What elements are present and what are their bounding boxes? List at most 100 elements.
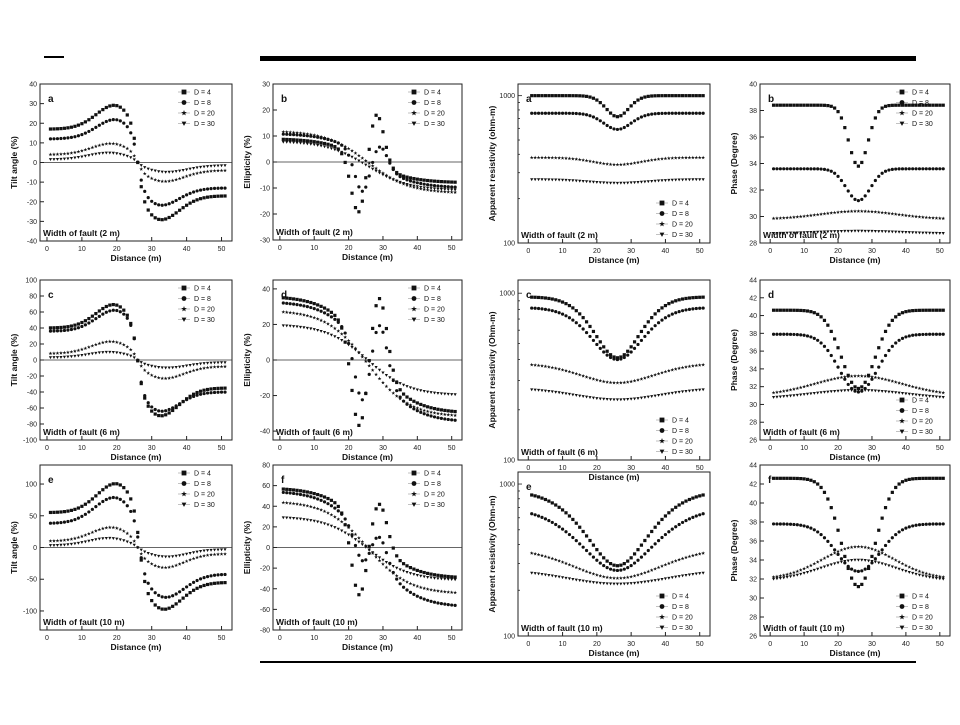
data-point <box>632 119 637 123</box>
data-point <box>185 203 189 207</box>
series-d=4 <box>771 103 945 168</box>
data-point <box>698 295 702 299</box>
data-point <box>595 335 599 339</box>
data-point <box>315 506 320 511</box>
legend: D = 4D = 8D = 20D = 30 <box>656 594 693 632</box>
data-point <box>846 389 850 393</box>
data-point <box>97 143 102 147</box>
legend-marker <box>411 502 417 507</box>
data-point <box>802 231 806 235</box>
data-point <box>646 548 650 553</box>
data-point <box>931 167 935 171</box>
data-point <box>560 94 565 98</box>
data-point <box>557 505 561 509</box>
data-point <box>153 169 157 173</box>
data-point <box>439 412 444 416</box>
data-point <box>680 574 685 578</box>
data-point <box>181 372 186 376</box>
data-point <box>900 392 905 395</box>
data-point <box>66 126 70 130</box>
data-point <box>422 390 426 393</box>
data-point <box>436 411 440 416</box>
data-point <box>170 564 175 569</box>
data-point <box>890 230 894 234</box>
data-point <box>907 334 911 338</box>
legend-label: D = 8 <box>194 296 211 303</box>
data-point <box>136 161 140 165</box>
data-point <box>897 167 901 171</box>
series-d=20 <box>48 141 227 184</box>
data-point <box>941 574 946 579</box>
data-point <box>850 567 854 571</box>
data-point <box>670 560 675 564</box>
data-point <box>374 150 378 154</box>
data-point <box>450 180 454 184</box>
data-point <box>907 383 912 388</box>
data-point <box>833 562 837 566</box>
data-point <box>192 190 196 194</box>
data-point <box>59 157 63 161</box>
data-point <box>615 398 620 402</box>
data-point <box>429 576 433 580</box>
data-point <box>825 211 830 215</box>
data-point <box>819 315 823 319</box>
data-point <box>104 536 108 540</box>
data-point <box>357 210 361 214</box>
series-d=30 <box>771 558 945 581</box>
legend-label: D = 30 <box>424 317 445 324</box>
data-point <box>819 380 823 384</box>
data-point <box>690 553 695 558</box>
data-point <box>887 539 891 543</box>
data-point <box>174 563 179 567</box>
data-point <box>785 572 790 577</box>
data-point <box>663 532 668 537</box>
data-point <box>677 310 681 314</box>
data-point <box>812 167 816 171</box>
data-point <box>880 516 884 520</box>
data-point <box>298 131 303 135</box>
fault-width-annotation: Width of fault (6 m) <box>521 447 598 457</box>
data-point <box>285 140 289 144</box>
data-point <box>550 155 555 160</box>
legend-marker <box>659 200 665 206</box>
data-point <box>181 587 185 591</box>
data-point <box>298 133 303 137</box>
data-point <box>55 329 60 333</box>
data-point <box>443 417 447 421</box>
data-point <box>422 597 426 601</box>
data-point <box>156 564 161 569</box>
data-point <box>924 308 928 312</box>
data-point <box>832 551 837 555</box>
data-point <box>108 118 112 122</box>
data-point <box>167 376 172 380</box>
data-point <box>639 115 644 119</box>
data-point <box>829 210 834 215</box>
data-point <box>292 302 296 306</box>
data-point <box>132 356 136 360</box>
y-tick-label: 28 <box>749 420 757 427</box>
data-point <box>178 599 182 603</box>
y-axis-label: Phase (Degree) <box>729 329 739 391</box>
y-tick-label: 42 <box>749 482 757 489</box>
data-point <box>343 147 347 151</box>
data-point <box>819 167 823 171</box>
legend-marker <box>181 317 187 322</box>
data-point <box>536 572 541 576</box>
data-point <box>374 536 378 540</box>
data-point <box>429 391 433 395</box>
data-point <box>312 496 316 500</box>
data-point <box>350 342 354 347</box>
data-point <box>122 500 126 504</box>
data-point <box>819 566 823 570</box>
data-point <box>856 569 860 574</box>
data-point <box>104 141 109 146</box>
data-point <box>863 559 867 562</box>
legend-marker <box>659 232 665 237</box>
data-point <box>55 510 60 514</box>
data-point <box>629 563 633 568</box>
x-axis-label: Distance (m) <box>342 642 393 652</box>
data-point <box>329 324 334 328</box>
data-point <box>650 579 654 583</box>
data-point <box>188 551 192 555</box>
data-point <box>775 167 779 171</box>
